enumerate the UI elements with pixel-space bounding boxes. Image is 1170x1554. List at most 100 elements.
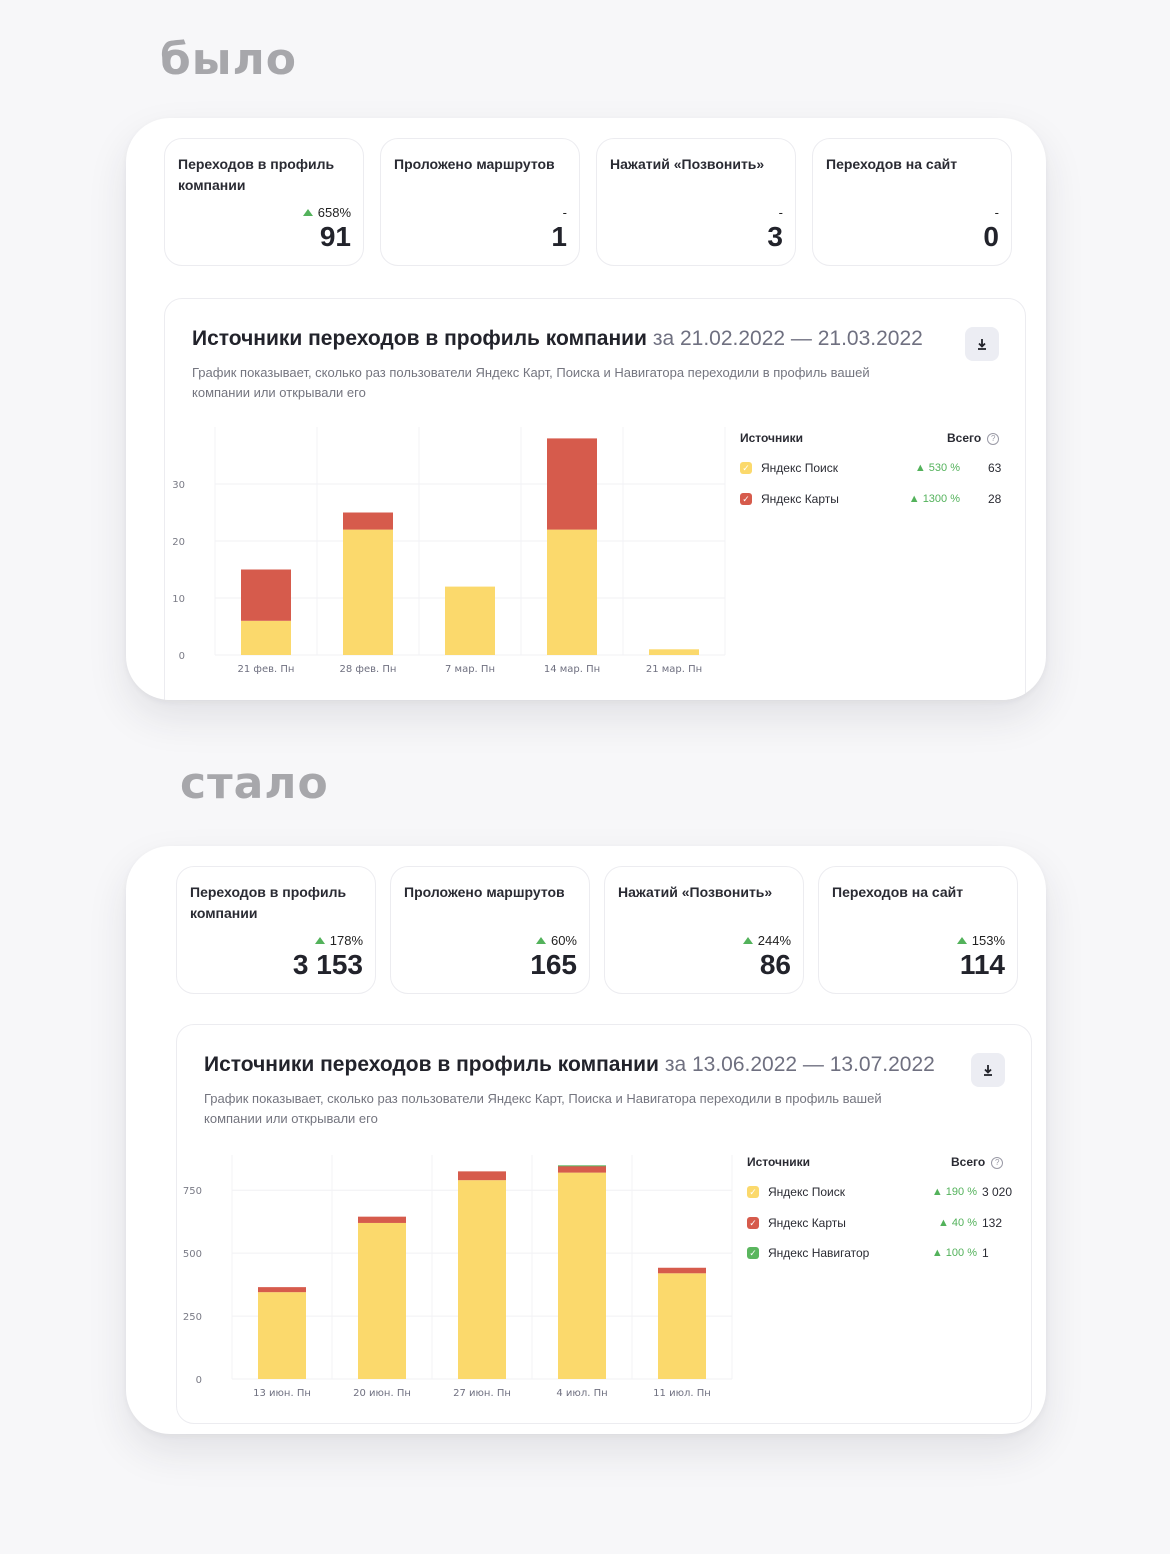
legend-total: 132 xyxy=(982,1216,1003,1230)
chart-period: за 13.06.2022 — 13.07.2022 xyxy=(664,1053,935,1076)
bar-segment xyxy=(547,438,597,530)
bar-segment xyxy=(241,569,291,621)
metric-label: Проложено маршрутов xyxy=(394,156,555,172)
x-tick-label: 28 фев. Пн xyxy=(340,664,397,675)
download-icon xyxy=(978,339,986,350)
metric-card-profile-visits[interactable]: Переходов в профиль компании 178% 3 153 xyxy=(176,866,376,994)
metric-card-site-visits[interactable]: Переходов на сайт 153% 114 xyxy=(818,866,1018,994)
checkbox-icon[interactable]: ✓ xyxy=(740,462,752,474)
checkbox-icon[interactable]: ✓ xyxy=(740,493,752,505)
y-tick-label: 250 xyxy=(183,1312,202,1323)
metric-value: 3 153 xyxy=(292,949,363,980)
metric-delta: - xyxy=(778,205,783,220)
bar-segment xyxy=(445,586,495,655)
bar-segment xyxy=(658,1267,706,1274)
x-tick-label: 21 мар. Пн xyxy=(646,664,702,675)
bar-chart-before: 0 10 20 30 21 фев. Пн 28 фев. Пн 7 мар. Пн 14 м… xyxy=(172,427,726,675)
metric-card-calls[interactable]: Нажатий «Позвонить» 244% 86 xyxy=(604,866,804,994)
legend-item[interactable]: ✓ Яндекс Поиск ▲ 530 % 63 xyxy=(740,461,1010,477)
checkbox-icon[interactable]: ✓ xyxy=(747,1186,759,1198)
x-tick-label: 11 июл. Пн xyxy=(653,1388,711,1399)
y-tick-label: 0 xyxy=(196,1375,202,1386)
arrow-up-icon xyxy=(302,209,313,216)
chart-card-before: Источники переходов в профиль компании з… xyxy=(164,298,1026,700)
bar-chart-after: 0 250 500 750 13 июн. Пн 20 июн. Пн 27 июн. Пн… xyxy=(183,1155,733,1399)
bar-segment xyxy=(343,512,393,530)
metric-delta: - xyxy=(994,205,999,220)
bar-segment xyxy=(241,620,291,655)
download-icon xyxy=(984,1065,992,1076)
legend-item[interactable]: ✓ Яндекс Навигатор ▲ 100 % 1 xyxy=(747,1246,1017,1262)
legend-total: 63 xyxy=(988,461,1002,475)
legend-sources-header: Источники xyxy=(740,431,804,445)
download-button[interactable] xyxy=(965,327,999,361)
legend-item[interactable]: ✓ Яндекс Карты ▲ 1300 % 28 xyxy=(740,492,1010,508)
x-tick-label: 7 мар. Пн xyxy=(445,664,495,675)
metric-card-calls[interactable]: Нажатий «Позвонить» - 3 xyxy=(596,138,796,266)
arrow-up-icon xyxy=(314,937,325,944)
help-icon[interactable]: ? xyxy=(987,432,1000,445)
metric-value: 114 xyxy=(959,949,1005,980)
chart-title: Источники переходов в профиль компании з… xyxy=(204,1053,935,1076)
metric-card-profile-visits[interactable]: Переходов в профиль компании 658% 91 xyxy=(164,138,364,266)
metric-delta: 658% xyxy=(302,205,351,220)
legend-item[interactable]: ✓ Яндекс Поиск ▲ 190 % 3 020 xyxy=(747,1185,1017,1201)
checkbox-icon[interactable]: ✓ xyxy=(747,1217,759,1229)
metric-label: Переходов на сайт xyxy=(826,156,958,172)
metric-card-routes[interactable]: Проложено маршрутов 60% 165 xyxy=(390,866,590,994)
bar-segment xyxy=(558,1172,606,1379)
chart-card-after: Источники переходов в профиль компании з… xyxy=(176,1024,1032,1424)
legend-sources-header: Источники xyxy=(747,1155,811,1169)
checkbox-icon[interactable]: ✓ xyxy=(747,1247,759,1259)
metric-card-routes[interactable]: Проложено маршрутов - 1 xyxy=(380,138,580,266)
metric-value: 0 xyxy=(983,221,999,252)
metric-delta: 60% xyxy=(535,933,577,948)
y-tick-label: 20 xyxy=(172,537,185,548)
bar-segment xyxy=(558,1165,606,1173)
bar-segment xyxy=(343,529,393,655)
metric-label: Нажатий «Позвонить» xyxy=(610,156,765,172)
bar-segment xyxy=(258,1292,306,1379)
section-label-after: стало xyxy=(180,758,329,809)
y-tick-label: 30 xyxy=(172,480,185,491)
bar-segment xyxy=(547,529,597,655)
arrow-up-icon xyxy=(956,937,967,944)
metric-label: Переходов в профиль компании xyxy=(178,156,335,193)
legend-item[interactable]: ✓ Яндекс Карты ▲ 40 % 132 xyxy=(747,1216,1017,1232)
bar-segment xyxy=(458,1171,506,1181)
metric-value: 91 xyxy=(319,221,351,252)
metric-value: 3 xyxy=(767,221,783,252)
x-tick-label: 14 мар. Пн xyxy=(544,664,600,675)
legend-total-header: Всего? xyxy=(947,431,1000,445)
bar-segment xyxy=(558,1165,606,1167)
legend-delta: ▲ 1300 % xyxy=(908,493,960,505)
metric-label: Нажатий «Позвонить» xyxy=(618,884,773,900)
bar-segment xyxy=(458,1180,506,1379)
metric-label: Переходов на сайт xyxy=(832,884,964,900)
bar-segment xyxy=(358,1222,406,1379)
legend-total-header: Всего? xyxy=(951,1155,1004,1169)
arrow-up-icon xyxy=(742,937,753,944)
bar-segment xyxy=(658,1273,706,1379)
arrow-up-icon xyxy=(535,937,546,944)
bar-segment xyxy=(649,649,699,655)
chart-period: за 21.02.2022 — 21.03.2022 xyxy=(652,327,923,350)
metric-delta: 178% xyxy=(314,933,363,948)
legend-delta: ▲ 530 % xyxy=(914,462,960,474)
y-tick-label: 10 xyxy=(172,594,185,605)
metric-value: 165 xyxy=(530,949,577,980)
y-tick-label: 750 xyxy=(183,1186,202,1197)
metric-card-site-visits[interactable]: Переходов на сайт - 0 xyxy=(812,138,1012,266)
metric-delta: 153% xyxy=(956,933,1005,948)
y-tick-label: 0 xyxy=(179,651,185,662)
download-button[interactable] xyxy=(971,1053,1005,1087)
help-icon[interactable]: ? xyxy=(991,1156,1004,1169)
bar-segment xyxy=(358,1216,406,1223)
section-label-before: было xyxy=(160,34,297,85)
panel-before: Переходов в профиль компании 658% 91 Про… xyxy=(126,118,1046,700)
legend-delta: ▲ 100 % xyxy=(931,1247,977,1259)
panel-after: Переходов в профиль компании 178% 3 153 … xyxy=(126,846,1046,1434)
x-tick-label: 4 июл. Пн xyxy=(556,1388,607,1399)
metric-label: Проложено маршрутов xyxy=(404,884,565,900)
x-tick-label: 27 июн. Пн xyxy=(453,1388,511,1399)
